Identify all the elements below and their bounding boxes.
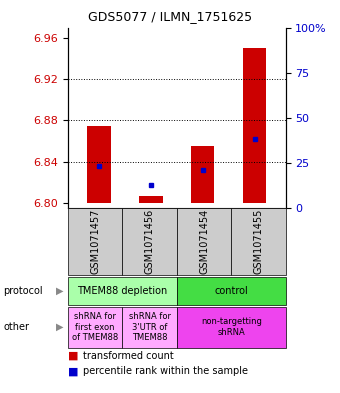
Text: transformed count: transformed count	[83, 351, 174, 361]
Text: GDS5077 / ILMN_1751625: GDS5077 / ILMN_1751625	[88, 10, 252, 23]
Text: ■: ■	[68, 351, 79, 361]
Text: shRNA for
first exon
of TMEM88: shRNA for first exon of TMEM88	[72, 312, 118, 342]
Text: non-targetting
shRNA: non-targetting shRNA	[201, 318, 262, 337]
Text: ▶: ▶	[56, 286, 63, 296]
Text: GSM1071456: GSM1071456	[144, 209, 155, 274]
Text: ▶: ▶	[56, 322, 63, 332]
Text: control: control	[214, 286, 248, 296]
Text: GSM1071457: GSM1071457	[90, 209, 100, 274]
Text: protocol: protocol	[3, 286, 43, 296]
Text: ■: ■	[68, 366, 79, 376]
Text: shRNA for
3'UTR of
TMEM88: shRNA for 3'UTR of TMEM88	[129, 312, 171, 342]
Text: other: other	[3, 322, 29, 332]
Text: TMEM88 depletion: TMEM88 depletion	[77, 286, 168, 296]
Bar	[191, 146, 214, 203]
Text: GSM1071454: GSM1071454	[199, 209, 209, 274]
Text: GSM1071455: GSM1071455	[253, 209, 264, 274]
Text: percentile rank within the sample: percentile rank within the sample	[83, 366, 248, 376]
Bar	[243, 48, 266, 203]
Bar	[87, 126, 111, 203]
Bar	[139, 196, 163, 203]
